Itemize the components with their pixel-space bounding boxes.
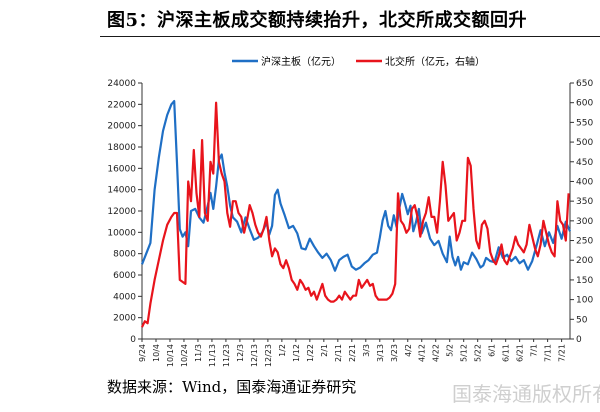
- x-tick-label: 12/3: [236, 344, 245, 362]
- y-left-tick-label: 18000: [107, 143, 136, 153]
- y-left-tick-label: 20000: [107, 122, 136, 132]
- x-tick-label: 3/23: [390, 344, 399, 362]
- y-left-tick-label: 22000: [107, 100, 136, 110]
- x-tick-label: 10/4: [152, 344, 161, 362]
- x-tick-label: 11/13: [208, 344, 217, 367]
- x-tick-label: 11/3: [194, 344, 203, 362]
- x-tick-label: 7/1: [530, 344, 539, 357]
- y-right-tick-label: 150: [576, 276, 593, 286]
- y-right-tick-label: 300: [576, 217, 593, 227]
- x-tick-label: 7/21: [558, 344, 567, 362]
- x-tick-label: 4/22: [432, 344, 441, 362]
- series: [140, 100, 572, 328]
- legend-label-mainboard: 沪深主板（亿元）: [261, 55, 341, 68]
- series-line-bse: [141, 101, 570, 328]
- chart-area: 沪深主板（亿元） 北交所（亿元，右轴） 02000400060008000100…: [107, 55, 593, 367]
- x-tick-label: 11/23: [222, 344, 231, 367]
- x-tick-label: 6/1: [488, 344, 497, 357]
- x-tick-label: 3/3: [362, 344, 371, 357]
- y-left-tick-label: 2000: [113, 314, 136, 324]
- x-tick-label: 10/24: [180, 344, 189, 367]
- x-tick-label: 9/24: [138, 344, 147, 362]
- x-tick-label: 10/14: [166, 344, 175, 367]
- y-left-tick-label: 8000: [113, 250, 136, 260]
- x-tick-label: 1/2: [278, 344, 287, 357]
- x-tick-label: 5/2: [446, 344, 455, 357]
- y-right-tick-label: 600: [576, 99, 593, 109]
- x-tick-label: 2/1: [320, 344, 329, 357]
- x-tick-label: 2/21: [348, 344, 357, 362]
- figure-title: 图5：沪深主板成交额持续抬升，北交所成交额回升: [107, 10, 528, 31]
- legend-label-bse: 北交所（亿元，右轴）: [385, 55, 485, 68]
- x-tick-label: 7/11: [544, 344, 553, 362]
- x-tick-label: 6/11: [502, 344, 511, 362]
- y-left-tick-label: 6000: [113, 271, 136, 281]
- y-right-tick-label: 200: [576, 256, 593, 266]
- x-tick-label: 12/13: [250, 344, 259, 367]
- y-right-tick-label: 550: [576, 118, 593, 128]
- x-tick-label: 4/2: [404, 344, 413, 357]
- x-tick-label: 5/22: [474, 344, 483, 362]
- watermark: 国泰海通版权所有: [452, 382, 600, 406]
- source-note: 数据来源：Wind，国泰海通证券研究: [107, 378, 357, 396]
- y-left-tick-label: 14000: [107, 186, 136, 196]
- y-right-tick-label: 250: [576, 237, 593, 247]
- y-left-tick-label: 24000: [107, 79, 136, 89]
- y-left-tick-label: 4000: [113, 292, 136, 302]
- axes: 0200040006000800010000120001400016000180…: [107, 79, 593, 367]
- y-left-tick-label: 12000: [107, 207, 136, 217]
- x-tick-label: 1/22: [306, 344, 315, 362]
- x-tick-label: 3/13: [376, 344, 385, 362]
- x-tick-label: 6/21: [516, 344, 525, 362]
- y-left-tick-label: 0: [130, 335, 136, 345]
- x-tick-label: 4/12: [418, 344, 427, 362]
- x-tick-label: 2/11: [334, 344, 343, 362]
- legend: 沪深主板（亿元） 北交所（亿元，右轴）: [232, 55, 485, 68]
- y-left-tick-label: 16000: [107, 164, 136, 174]
- title-divider: [100, 36, 600, 37]
- x-tick-label: 12/23: [264, 344, 273, 367]
- x-tick-label: 5/12: [460, 344, 469, 362]
- y-right-tick-label: 100: [576, 296, 593, 306]
- y-left-tick-label: 10000: [107, 228, 136, 238]
- y-right-tick-label: 650: [576, 79, 593, 89]
- series-line-mainboard: [140, 100, 572, 272]
- y-right-tick-label: 0: [576, 335, 582, 345]
- x-tick-label: 1/12: [292, 344, 301, 362]
- y-right-tick-label: 400: [576, 177, 593, 187]
- y-right-tick-label: 50: [576, 315, 588, 325]
- y-right-tick-label: 500: [576, 138, 593, 148]
- y-right-tick-label: 450: [576, 158, 593, 168]
- y-right-tick-label: 350: [576, 197, 593, 207]
